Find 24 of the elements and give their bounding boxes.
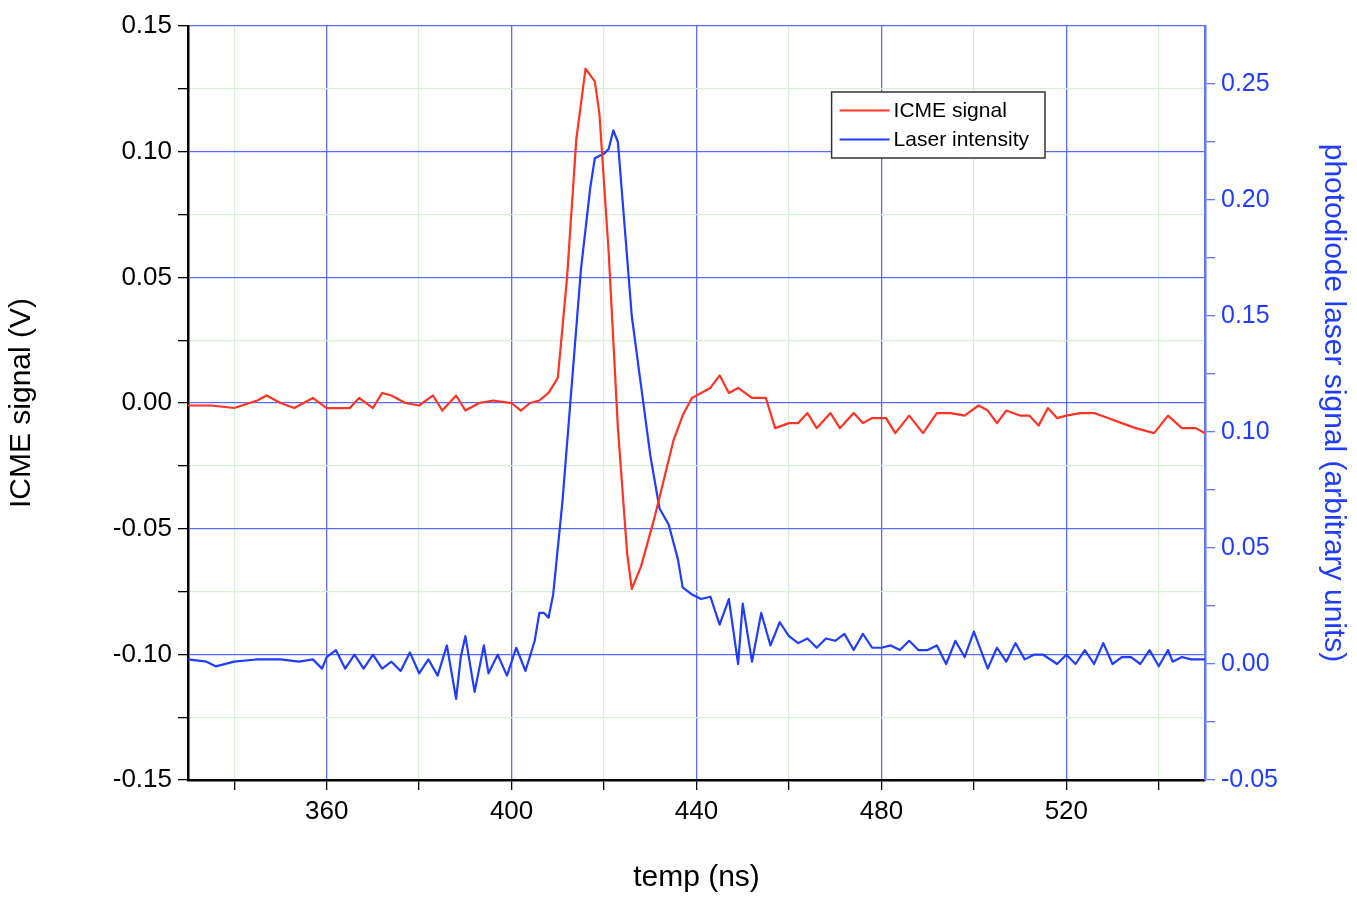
y-tick-label: -0.10: [112, 637, 172, 668]
y2-tick-label: -0.05: [1221, 763, 1278, 792]
x-tick-label: 360: [304, 794, 349, 825]
y2-tick-label: 0.00: [1221, 647, 1270, 676]
y-tick-label: 0.05: [121, 260, 172, 291]
x-tick-label: 400: [489, 794, 534, 825]
y2-tick-label: 0.15: [1221, 299, 1270, 328]
y2-axis-title: photodiode laser signal (arbitrary units): [1318, 143, 1352, 663]
y2-tick-label: 0.05: [1221, 531, 1270, 560]
legend-label: Laser intensity: [893, 127, 1030, 151]
y2-tick-label: 0.20: [1221, 183, 1270, 212]
text: -0.15: [112, 763, 172, 794]
y2-tick-label: 0.10: [1221, 415, 1270, 444]
y2-tick-label: 0.25: [1221, 67, 1270, 96]
x-tick-label: 520: [1044, 794, 1089, 825]
x-tick-label: 480: [859, 794, 904, 825]
y-tick-label: 0.10: [121, 134, 172, 165]
y-tick-label: 0.00: [121, 386, 172, 417]
y-axis-title: ICME signal (V): [3, 297, 37, 509]
x-axis-title: temp (ns): [633, 859, 760, 893]
legend-label: ICME signal: [893, 98, 1007, 122]
x-tick-label: 440: [674, 794, 719, 825]
y-tick-label: 0.15: [121, 9, 172, 40]
y-tick-label: -0.05: [112, 511, 172, 542]
